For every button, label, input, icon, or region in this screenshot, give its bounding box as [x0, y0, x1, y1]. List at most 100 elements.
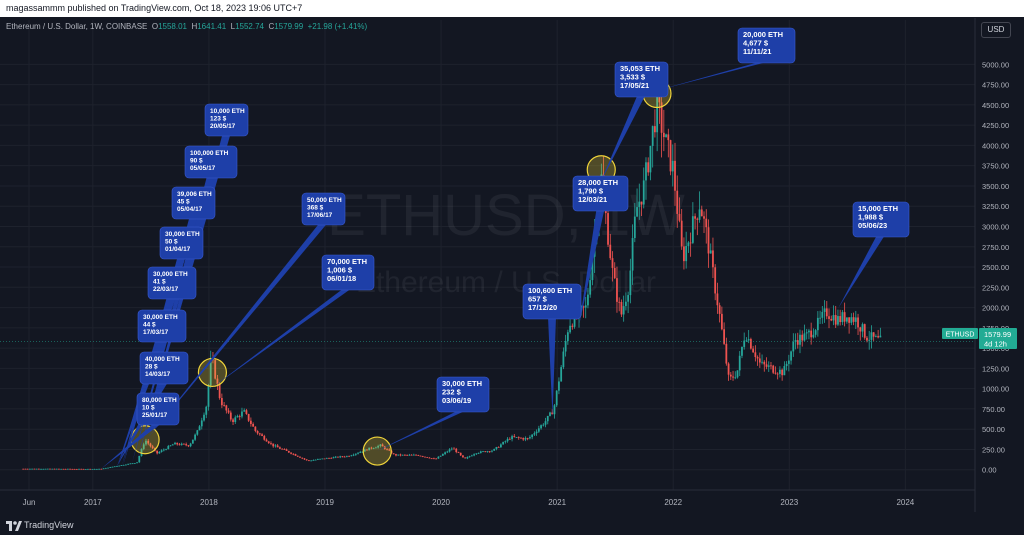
candle-body: [149, 443, 152, 447]
candle-body: [254, 426, 257, 431]
candle-body: [531, 434, 534, 438]
candle-body: [220, 397, 223, 406]
callout-text: 05/04/17: [177, 206, 203, 213]
callout-box[interactable]: [184, 145, 238, 179]
callout-box[interactable]: [436, 376, 490, 413]
watermark-sub: Ethereum / U.S. Dollar: [356, 266, 656, 299]
candle-body: [573, 312, 576, 327]
callout-text: 232 $: [442, 388, 462, 397]
candle-body: [357, 452, 359, 454]
candle-body: [368, 447, 371, 451]
callout-text: 25/01/17: [142, 412, 168, 419]
callout-text: 06/01/18: [327, 274, 356, 283]
candle-body: [122, 464, 125, 466]
candle-body: [638, 201, 641, 208]
symbol-title[interactable]: Ethereum / U.S. Dollar, 1W, COINBASE: [6, 22, 148, 31]
candle-body: [687, 242, 690, 247]
candle-body: [330, 457, 333, 459]
callout-box[interactable]: [147, 266, 197, 300]
candle-body: [430, 458, 433, 460]
candle-body: [439, 455, 442, 457]
callout-text: 30,000 ETH: [442, 379, 482, 388]
callout-box[interactable]: [159, 226, 204, 260]
change-value: +21.98 (+1.41%): [307, 22, 368, 31]
callout-box[interactable]: [139, 351, 189, 385]
candle-body: [772, 365, 775, 373]
high-label: H: [191, 22, 198, 31]
candle-body: [859, 327, 862, 332]
candle-body: [591, 256, 594, 281]
candle-body: [334, 456, 337, 458]
callout-pointer: [211, 288, 352, 389]
candle-body: [160, 450, 163, 452]
candle-body: [80, 468, 83, 470]
callout-box[interactable]: [614, 61, 669, 98]
candle-body: [848, 317, 851, 323]
candle-body: [33, 468, 36, 470]
callout-box[interactable]: [171, 186, 216, 220]
x-tick-label: 2021: [548, 498, 566, 507]
candle-body: [84, 469, 87, 470]
candle-body: [629, 270, 632, 296]
callout-box[interactable]: [572, 175, 629, 212]
callout-box[interactable]: [522, 283, 582, 320]
candle-body: [78, 468, 80, 470]
candle-body: [95, 468, 98, 470]
candle-body: [263, 435, 266, 440]
callout-box[interactable]: [204, 103, 249, 137]
callout-text: 12/03/21: [578, 195, 607, 204]
callout-box[interactable]: [737, 27, 796, 64]
x-tick-label: Jun: [23, 498, 36, 507]
price-tag-countdown: 4d 12h: [984, 340, 1007, 349]
candle-body: [529, 437, 531, 439]
candle-body: [270, 443, 272, 444]
callout-pointer: [146, 223, 328, 440]
candle-body: [191, 439, 194, 444]
candle-body: [185, 444, 188, 446]
candle-body: [473, 454, 476, 456]
candle-body: [129, 463, 132, 465]
callout-text: 100,000 ETH: [190, 150, 229, 157]
candle-body: [689, 242, 692, 244]
candle-body: [93, 468, 96, 470]
callout-box[interactable]: [137, 309, 187, 343]
candle-body: [504, 441, 507, 443]
candle-body: [435, 458, 438, 460]
candle-body: [437, 456, 440, 459]
currency-button[interactable]: USD: [981, 22, 1011, 38]
candle-body: [562, 351, 565, 368]
candle-body: [426, 456, 429, 458]
candle-body: [861, 324, 864, 332]
price-axis[interactable]: 0.00250.00500.00750.001000.001250.001500…: [974, 18, 1009, 512]
candle-body: [377, 445, 380, 448]
candle-body: [279, 447, 281, 449]
callout-box[interactable]: [321, 254, 375, 291]
candle-body: [124, 464, 127, 466]
candle-body: [839, 316, 842, 323]
candle-body: [819, 317, 821, 319]
time-axis[interactable]: Jun 2017 2018 2019 2020 2021 2022 2023 2024: [0, 489, 975, 507]
y-tick-label: 2250.00: [982, 283, 1009, 292]
candle-body: [515, 437, 518, 438]
candle-body: [332, 457, 335, 459]
footer-brand[interactable]: TradingView: [24, 520, 74, 530]
candle-body: [171, 444, 174, 446]
candle-body: [339, 456, 342, 458]
candle-body: [421, 456, 424, 457]
candle-body: [354, 453, 357, 455]
candle-body: [832, 315, 835, 321]
candle-body: [158, 451, 161, 454]
candle-body: [734, 377, 737, 379]
callout-box[interactable]: [136, 392, 180, 426]
candle-body: [837, 316, 839, 325]
callout-box[interactable]: [301, 192, 346, 226]
candle-body: [486, 451, 489, 453]
y-tick-label: 4500.00: [982, 101, 1009, 110]
candle-body: [69, 468, 71, 470]
candle-body: [203, 414, 205, 421]
tradingview-logo-icon[interactable]: [6, 521, 22, 531]
callout-text: 10,000 ETH: [210, 108, 245, 115]
callout-box[interactable]: [852, 201, 910, 238]
